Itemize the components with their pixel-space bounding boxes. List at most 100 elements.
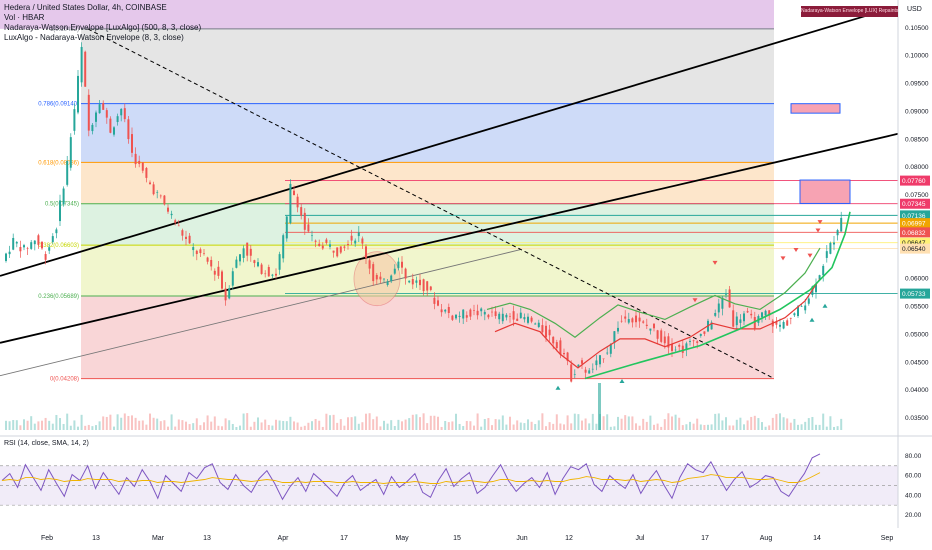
rising-support-curve[interactable] — [584, 211, 851, 380]
volume-bar — [393, 426, 396, 430]
candle-body — [663, 336, 666, 344]
volume-bar — [141, 420, 144, 430]
volume-bar — [606, 414, 609, 430]
volume-bar — [800, 424, 803, 430]
candle-body — [282, 235, 285, 259]
candle-body — [743, 313, 745, 322]
volume-bar — [775, 414, 778, 430]
volume-bar — [91, 426, 94, 430]
volume-bar — [109, 414, 112, 430]
candle-body — [786, 320, 789, 326]
candle-body — [782, 321, 785, 329]
candle-body — [519, 312, 522, 319]
candle-body — [66, 160, 69, 185]
candle-body — [257, 262, 259, 267]
buy-signal-marker — [809, 317, 815, 322]
candle-body — [609, 344, 612, 354]
indicator-volume[interactable]: Vol · HBAR — [4, 13, 45, 22]
volume-bar — [663, 419, 666, 430]
channel-upper-line[interactable] — [0, 11, 877, 277]
price-axis-label: 0.06832 — [902, 230, 926, 237]
fib-label: 0.786(0.09140) — [38, 102, 79, 108]
x-tick-label: Aug — [760, 535, 773, 542]
target-box-upper[interactable] — [790, 103, 841, 114]
volume-bar — [253, 421, 256, 430]
rsi-y-tick: 40.00 — [905, 492, 922, 499]
candle-body — [563, 353, 565, 355]
volume-bar — [764, 426, 767, 430]
dashed-downtrend-line[interactable] — [87, 28, 775, 379]
candle-body — [807, 298, 810, 304]
volume-bar — [285, 421, 288, 430]
candle-body — [354, 240, 357, 244]
volume-bar — [494, 419, 497, 430]
volume-bar — [786, 418, 789, 430]
volume-bar — [768, 425, 771, 430]
volume-bar — [307, 422, 310, 430]
fib-zone — [81, 28, 774, 104]
target-box-lower[interactable] — [799, 179, 851, 204]
candle-body — [134, 153, 137, 165]
candle-body — [275, 273, 277, 276]
candle-body — [804, 305, 807, 311]
volume-bar — [480, 426, 483, 430]
candle-body — [192, 247, 195, 251]
candle-body — [217, 266, 220, 276]
volume-bar — [793, 418, 796, 430]
volume-bar — [779, 413, 781, 430]
candle-body — [501, 313, 504, 322]
candle-body — [401, 261, 403, 268]
candle-body — [696, 341, 699, 343]
volume-bar — [624, 415, 627, 430]
volume-bar — [181, 420, 184, 430]
volume-bar — [807, 418, 810, 430]
x-tick-label: Feb — [41, 535, 53, 542]
x-tick-label: Sep — [881, 535, 894, 542]
volume-bar — [217, 425, 220, 430]
candle-body — [656, 330, 659, 339]
volume-bar — [613, 426, 616, 430]
candle-body — [69, 137, 72, 168]
x-tick-label: 13 — [203, 535, 211, 542]
candle-body — [606, 352, 609, 354]
candle-body — [451, 315, 454, 320]
candle-body — [797, 306, 799, 317]
candle-body — [483, 311, 486, 315]
candle-body — [717, 303, 720, 313]
volume-bar — [483, 419, 486, 430]
channel-lower-line[interactable] — [0, 132, 899, 344]
buy-signal-marker — [822, 303, 828, 308]
candle-body — [181, 230, 184, 236]
volume-bar — [152, 417, 155, 430]
volume-bar — [203, 422, 205, 430]
fib-label: 0.382(0.06603) — [38, 243, 79, 249]
volume-bar — [163, 420, 166, 430]
indicator-nwe-1[interactable]: Nadaraya-Watson Envelope [LuxAlgo] (500,… — [4, 23, 202, 32]
volume-bar — [537, 420, 540, 430]
volume-bar — [555, 414, 558, 430]
volume-bar — [728, 425, 731, 430]
volume-bar — [242, 413, 245, 430]
candle-body — [102, 103, 105, 110]
x-tick-label: Mar — [152, 535, 165, 542]
candle-body — [235, 259, 238, 268]
symbol-title[interactable]: Hedera / United States Dollar, 4h, COINB… — [4, 3, 167, 12]
candle-body — [62, 188, 65, 205]
rsi-title: RSI (14, close, SMA, 14, 2) — [4, 440, 89, 447]
candle-body — [642, 321, 645, 323]
volume-bar — [602, 416, 605, 430]
currency-label: USD — [907, 6, 922, 13]
indicator-nwe-2[interactable]: LuxAlgo - Nadaraya-Watson Envelope (8, 3… — [4, 33, 184, 42]
candle-body — [95, 112, 97, 122]
candle-body — [332, 250, 335, 253]
volume-bar — [595, 423, 598, 430]
x-tick-label: 17 — [340, 535, 348, 542]
candle-body — [818, 275, 821, 280]
volume-bar — [343, 425, 346, 430]
candle-body — [419, 279, 421, 286]
volume-bar — [681, 425, 684, 430]
volume-bar — [426, 423, 429, 430]
candle-body — [48, 247, 51, 251]
candle-body — [213, 270, 216, 275]
